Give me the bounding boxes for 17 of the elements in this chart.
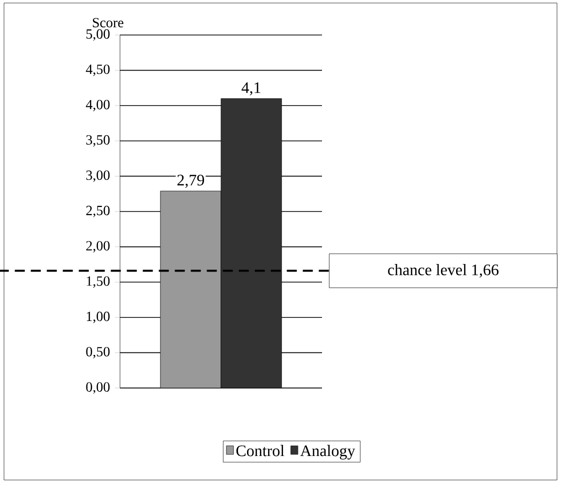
y-tick-label: 5,00 xyxy=(86,29,110,41)
y-tick-label: 0,50 xyxy=(86,346,110,358)
legend-label: Control xyxy=(236,444,284,456)
data-label: 4,1 xyxy=(242,82,260,96)
y-tick-label: 3,50 xyxy=(86,135,110,147)
y-tick-label: 1,00 xyxy=(86,312,110,324)
data-label: 2,79 xyxy=(177,174,204,188)
y-tick-label: 4,00 xyxy=(86,100,110,112)
y-tick-label: 2,00 xyxy=(86,241,110,253)
y-tick-label: 1,50 xyxy=(86,276,110,288)
legend-label: Analogy xyxy=(300,444,356,460)
y-axis-title: Score xyxy=(92,18,124,28)
y-tick-label: 2,50 xyxy=(86,206,110,218)
y-tick-label: 3,00 xyxy=(86,170,110,182)
y-tick-label: 4,50 xyxy=(86,64,110,76)
ref-line-label: chance level 1,66 xyxy=(388,264,498,278)
y-tick-label: 0,00 xyxy=(86,382,110,394)
